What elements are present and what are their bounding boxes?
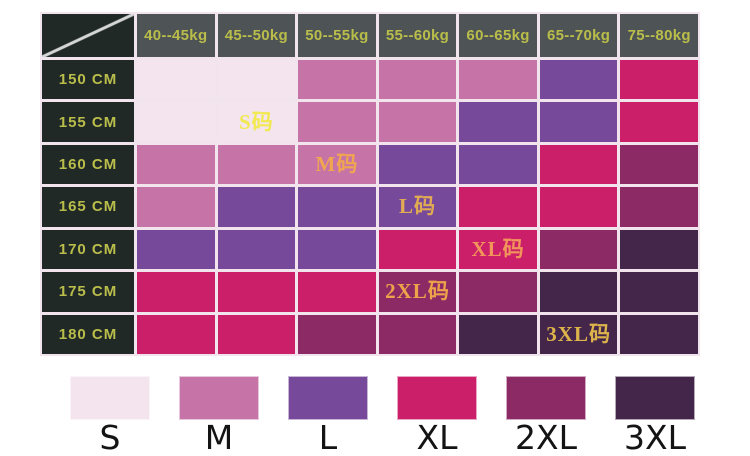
corner-cell	[42, 14, 134, 57]
size-cell	[378, 144, 457, 185]
size-tag: M码	[315, 152, 359, 177]
size-cell: L码	[378, 187, 457, 227]
size-cell	[620, 144, 698, 185]
size-cell	[459, 314, 537, 354]
weight-column-header: 60--65kg	[459, 14, 537, 57]
weight-column-header: 45--50kg	[217, 14, 296, 57]
legend-swatch-xl	[397, 376, 477, 420]
legend-swatch-m	[179, 376, 259, 420]
size-cell	[137, 229, 215, 270]
size-cell	[620, 102, 698, 142]
legend-item: XL	[397, 376, 477, 455]
legend-item: 3XL	[615, 376, 695, 455]
size-cell	[539, 102, 618, 142]
legend-swatch-l	[288, 376, 368, 420]
size-tag: S码	[239, 109, 274, 134]
size-tag: 2XL码	[385, 279, 450, 304]
size-cell	[137, 144, 215, 185]
size-cell	[459, 187, 537, 227]
legend-label: M	[204, 418, 234, 456]
size-cell	[298, 60, 376, 100]
size-cell	[217, 272, 296, 312]
size-cell	[217, 60, 296, 100]
size-cell	[539, 60, 618, 100]
size-cell	[620, 60, 698, 100]
legend-item: M	[179, 376, 259, 455]
size-cell	[217, 144, 296, 185]
size-cell	[137, 314, 215, 354]
size-cell	[298, 314, 376, 354]
height-row-label: 170 CM	[42, 229, 134, 270]
legend-label: XL	[416, 418, 458, 456]
height-row-label: 180 CM	[42, 314, 134, 354]
size-cell	[378, 102, 457, 142]
size-tag: L码	[398, 194, 436, 219]
size-cell	[620, 229, 698, 270]
height-row-label: 155 CM	[42, 102, 134, 142]
size-cell	[217, 314, 296, 354]
size-tag: XL码	[471, 236, 525, 261]
weight-column-header: 65--70kg	[539, 14, 618, 57]
size-cell	[137, 187, 215, 227]
weight-column-header: 50--55kg	[298, 14, 376, 57]
size-cell	[378, 229, 457, 270]
size-cell	[539, 187, 618, 227]
size-cell	[620, 272, 698, 312]
legend-swatch-s	[70, 376, 150, 420]
size-cell	[217, 229, 296, 270]
size-cell	[298, 102, 376, 142]
size-cell	[620, 314, 698, 354]
size-cell: XL码	[459, 229, 537, 270]
height-row-label: 150 CM	[42, 60, 134, 100]
size-cell	[217, 187, 296, 227]
size-chart-table: 40--45kg 45--50kg 50--55kg 55--60kg 60--65kg…	[40, 12, 700, 356]
size-legend: S M L XL 2XL 3XL	[0, 376, 750, 455]
legend-label: S	[99, 418, 121, 456]
legend-item: L	[288, 376, 368, 455]
legend-label: 3XL	[624, 418, 686, 456]
size-cell	[298, 229, 376, 270]
size-cell	[137, 60, 215, 100]
legend-item: 2XL	[506, 376, 586, 455]
size-cell	[298, 272, 376, 312]
height-row-label: 160 CM	[42, 144, 134, 185]
legend-swatch-2xl	[506, 376, 586, 420]
legend-label: 2XL	[515, 418, 577, 456]
size-cell: S码	[217, 102, 296, 142]
legend-item: S	[70, 376, 150, 455]
height-row-label: 165 CM	[42, 187, 134, 227]
size-cell	[539, 229, 618, 270]
size-cell: 2XL码	[378, 272, 457, 312]
size-cell	[459, 272, 537, 312]
size-cell	[137, 272, 215, 312]
size-cell	[378, 60, 457, 100]
height-row-label: 175 CM	[42, 272, 134, 312]
size-cell	[620, 187, 698, 227]
size-cell	[378, 314, 457, 354]
weight-column-header: 75--80kg	[620, 14, 698, 57]
legend-label: L	[318, 418, 338, 456]
size-cell: 3XL码	[539, 314, 618, 354]
size-cell	[137, 102, 215, 142]
size-cell	[298, 187, 376, 227]
size-cell	[539, 272, 618, 312]
size-cell	[459, 102, 537, 142]
size-tag: 3XL码	[546, 321, 611, 346]
size-cell	[459, 60, 537, 100]
legend-swatch-3xl	[615, 376, 695, 420]
weight-column-header: 40--45kg	[137, 14, 215, 57]
weight-column-header: 55--60kg	[378, 14, 457, 57]
size-cell	[459, 144, 537, 185]
size-cell	[539, 144, 618, 185]
size-cell: M码	[298, 144, 376, 185]
